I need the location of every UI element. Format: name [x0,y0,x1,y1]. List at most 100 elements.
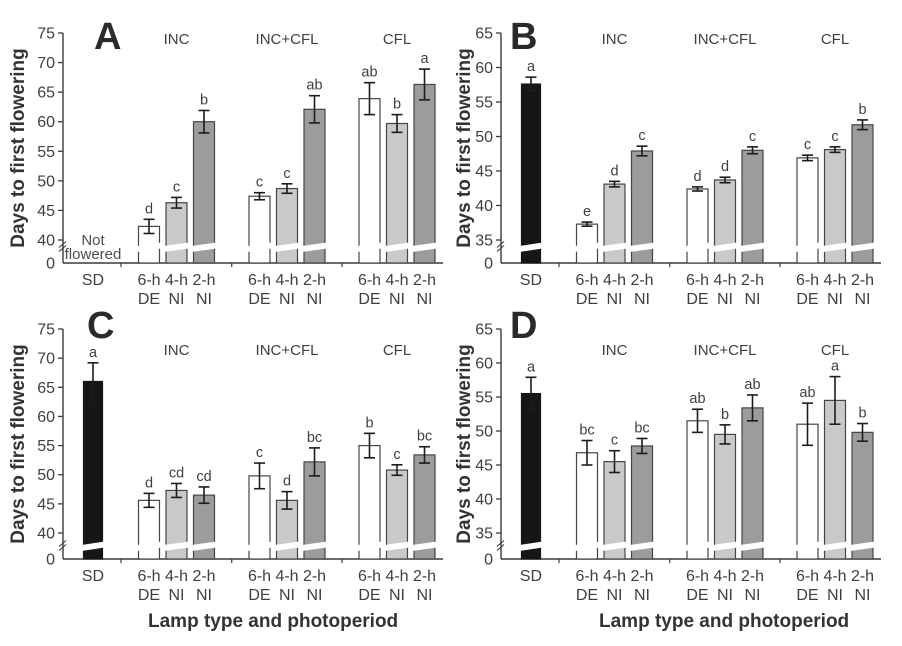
bar [358,444,381,560]
significance-letter: ab [744,377,760,393]
x-tick-label: 2-h [741,568,764,585]
significance-letter: ab [306,78,322,94]
bar-break-gap [412,541,437,551]
bar-break-gap [357,242,382,252]
bar-break-gap [412,242,437,252]
y-tick-label: 40 [475,492,493,509]
significance-letter: cd [169,465,184,481]
panel-a: 75 70 65 60 55 50 45 40 0 INC INC+CFL CFL A SD Not flow… [0,0,451,310]
significance-letter: b [858,102,866,118]
x-tick-label: NI [607,291,623,308]
x-tick-label: NI [389,291,405,308]
bar [686,188,709,264]
y-axis-title-panel-c: Days to first flowering [8,344,29,544]
group-header: INC+CFL [694,31,757,48]
group-header: CFL [821,31,849,48]
x-tick-label: DE [358,587,380,604]
y-tick-label: 40 [37,526,55,543]
significance-letter: c [173,179,180,195]
significance-letter: bc [307,430,322,446]
y-tick-label: 35 [475,233,493,250]
significance-letter: bc [579,423,594,439]
y-tick-label: 40 [475,198,493,215]
bar-break-gap [602,541,627,551]
y-tick-label: 45 [475,164,493,181]
x-tick-label: SD [520,272,542,289]
x-tick-label: NI [279,587,295,604]
significance-letter: c [611,433,618,449]
group-header: CFL [383,342,411,359]
x-tick-label: 6-h [796,568,819,585]
x-tick-label: 2-h [851,568,874,585]
y-tick-label: 65 [475,26,493,43]
significance-letter: a [527,59,536,75]
bar-break-gap [574,242,600,252]
x-tick-label: NI [607,587,623,604]
x-tick-label: 6-h [796,272,819,289]
x-tick-label: NI [717,587,733,604]
panel-d: 65 60 55 50 45 40 35 0 INC INC+CFL CFL D SD a 6-h DE bc 4… [451,305,902,646]
bar-break-gap [81,541,105,551]
panel-letter: B [510,16,537,58]
bar-break-gap [602,242,627,252]
x-tick-label: 4-h [385,568,408,585]
axis-break-mark [58,544,67,551]
bar-break-gap [519,242,543,252]
y-axis-title-panel-a: Days to first flowering [8,48,29,248]
bar [851,124,874,264]
bar-break-gap [822,242,848,252]
x-tick-label: 2-h [192,568,215,585]
not-flowered-note: Not [81,232,105,249]
bar [275,187,299,264]
x-tick-label: NI [827,291,843,308]
x-tick-label: DE [796,291,818,308]
bar-break-gap [629,242,655,252]
bar-break-gap [136,242,162,252]
significance-letter: a [527,359,536,375]
bar [686,420,709,560]
x-tick-label: NI [417,587,433,604]
y-tick-label: 35 [475,526,493,543]
significance-letter: c [393,447,400,463]
bar-break-gap [850,242,875,252]
bar-break-gap [685,242,710,252]
bar [385,122,409,264]
x-tick-label: DE [358,291,380,308]
x-tick-label: 4-h [165,568,188,585]
significance-letter: ab [799,385,815,401]
bar-break-gap [191,242,217,252]
significance-letter: ab [361,65,377,81]
significance-letter: c [638,128,645,144]
bar [303,108,326,264]
bar-break-gap [712,242,738,252]
y-tick-label: 60 [37,409,55,426]
x-tick-label: DE [576,291,598,308]
x-tick-label: NI [196,587,212,604]
bar [413,83,436,264]
bar-break-gap [302,541,327,551]
x-tick-label: 4-h [713,568,736,585]
x-tick-label: 4-h [275,568,298,585]
bar-break-gap [357,541,382,551]
x-tick-label: 6-h [358,568,381,585]
x-tick-label: 4-h [823,272,846,289]
x-tick-label: NI [855,291,871,308]
significance-letter: c [749,129,756,145]
y-tick-label: 55 [475,95,493,112]
y-tick-label: 40 [37,233,55,250]
y-axis-title-panel-b: Days to first flowering [454,48,475,248]
y-tick-label: 50 [475,129,493,146]
x-tick-label: 4-h [385,272,408,289]
not-flowered-note: flowered [65,246,122,263]
x-tick-label: NI [169,587,185,604]
bar-break-gap [795,541,820,551]
x-tick-label: 6-h [686,272,709,289]
bar [248,195,271,264]
y-tick-label: 55 [37,438,55,455]
y-tick-label: 55 [37,144,55,161]
bar-break-gap [247,541,272,551]
panel-c: 75 70 65 60 55 50 45 40 0 INC INC+CFL CFL C SD a 6-h DE d… [0,305,451,646]
bar [358,98,381,264]
bar [520,392,542,560]
significance-letter: a [420,51,429,67]
